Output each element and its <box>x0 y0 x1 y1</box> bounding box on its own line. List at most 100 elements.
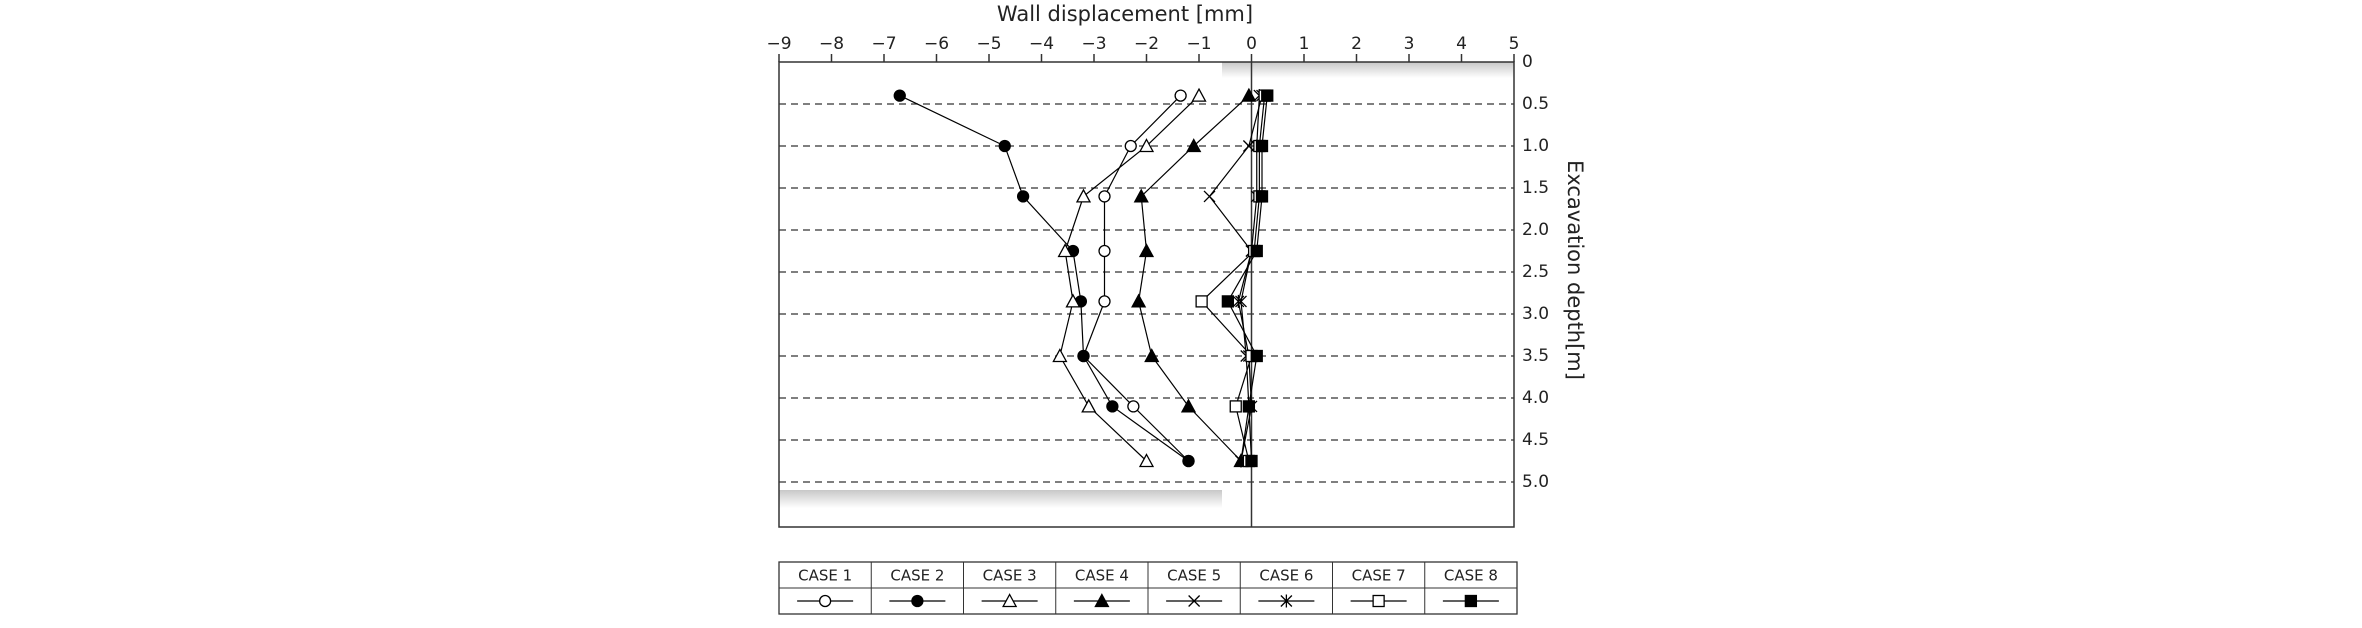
x-tick-label: 2 <box>1351 34 1362 54</box>
y-tick-label: 3.0 <box>1522 304 1549 324</box>
y-tick-label: 3.5 <box>1522 346 1549 366</box>
point <box>1232 294 1245 308</box>
x-tick-label: 4 <box>1456 34 1467 54</box>
legend-marker <box>1094 593 1110 608</box>
legend-symbol <box>1280 594 1293 608</box>
legend-label: CASE 3 <box>983 567 1037 585</box>
point <box>1077 349 1090 363</box>
legend-symbol <box>911 594 924 608</box>
legend-symbol <box>1464 594 1478 608</box>
series-line <box>1059 95 1200 462</box>
point <box>1057 243 1073 258</box>
series-line <box>1208 95 1263 462</box>
ground-shade <box>779 490 1222 508</box>
point <box>1138 243 1155 258</box>
x-axis-title: Wall displacement [mm] <box>997 2 1253 26</box>
legend-symbol <box>1188 595 1201 607</box>
point <box>1241 87 1257 102</box>
y-tick-label: 0.5 <box>1522 94 1549 114</box>
legend-marker <box>1002 593 1018 608</box>
legend-label: CASE 8 <box>1444 567 1498 585</box>
series-line <box>899 95 1189 462</box>
x-tick-label: −6 <box>924 34 949 54</box>
point <box>1144 348 1160 363</box>
point <box>1186 138 1202 153</box>
x-tick-label: 1 <box>1299 34 1310 54</box>
series-line <box>1200 95 1266 462</box>
point <box>1131 293 1147 308</box>
x-tick-label: −4 <box>1029 34 1054 54</box>
ground-shade <box>1222 62 1514 78</box>
point <box>1255 190 1269 203</box>
x-tick-label: −9 <box>766 34 791 54</box>
series-line <box>1138 95 1250 462</box>
point <box>1098 295 1111 308</box>
legend-label: CASE 1 <box>798 567 852 585</box>
legend-symbol <box>1372 594 1385 608</box>
y-tick-label: 1.5 <box>1522 178 1549 198</box>
y-axis-title: Excavation depth[m] <box>1563 160 1587 380</box>
legend-marker <box>1464 594 1478 608</box>
point <box>1075 188 1092 203</box>
point <box>1191 87 1207 102</box>
x-tick-label: −3 <box>1081 34 1106 54</box>
y-tick-label: 0 <box>1522 52 1533 72</box>
point <box>1065 293 1081 308</box>
point <box>1098 190 1111 203</box>
point <box>1242 400 1256 413</box>
point <box>1081 398 1097 413</box>
y-tick-label: 2.5 <box>1522 262 1549 282</box>
point <box>1106 400 1119 413</box>
point <box>1133 188 1149 203</box>
x-tick-label: 0 <box>1246 34 1257 54</box>
point <box>1235 295 1247 308</box>
point <box>1182 454 1195 468</box>
legend-symbol <box>818 594 832 608</box>
point <box>1221 295 1235 308</box>
legend-marker <box>1372 594 1385 608</box>
x-tick-label: 3 <box>1404 34 1415 54</box>
point <box>1124 139 1137 153</box>
series-line <box>1237 95 1260 462</box>
y-tick-label: 2.0 <box>1522 220 1549 240</box>
y-tick-label: 4.0 <box>1522 388 1549 408</box>
point <box>1229 400 1242 413</box>
point <box>1261 89 1274 102</box>
point <box>1138 138 1155 153</box>
point <box>1250 244 1263 258</box>
point <box>1174 89 1187 102</box>
x-tick-label: 5 <box>1509 34 1520 54</box>
series-line <box>1227 95 1268 462</box>
legend-label: CASE 5 <box>1167 567 1221 585</box>
legend-label: CASE 7 <box>1352 567 1406 585</box>
series-line <box>1082 95 1189 462</box>
legend-symbol <box>1094 593 1110 608</box>
point <box>1138 453 1155 468</box>
legend-label: CASE 2 <box>890 567 944 585</box>
x-tick-label: −8 <box>819 34 844 54</box>
x-tick-label: −1 <box>1186 34 1211 54</box>
x-tick-label: −2 <box>1134 34 1159 54</box>
point <box>998 139 1011 153</box>
legend-marker <box>911 594 924 608</box>
legend-symbol <box>1002 593 1018 608</box>
point <box>1180 398 1197 413</box>
point <box>1195 295 1208 308</box>
point <box>1052 348 1068 363</box>
x-tick-label: −7 <box>871 34 896 54</box>
y-tick-label: 1.0 <box>1522 136 1549 156</box>
legend-label: CASE 4 <box>1075 567 1129 585</box>
y-tick-label: 4.5 <box>1522 430 1549 450</box>
point <box>1245 454 1258 468</box>
legend-label: CASE 6 <box>1259 567 1313 585</box>
x-tick-label: −5 <box>976 34 1001 54</box>
point <box>1127 400 1140 413</box>
y-tick-label: 5.0 <box>1522 472 1549 492</box>
point <box>1016 190 1030 203</box>
point <box>1098 244 1111 258</box>
legend-marker <box>1280 594 1293 608</box>
point <box>1255 139 1269 153</box>
legend-marker <box>818 594 832 608</box>
point <box>1250 349 1263 363</box>
